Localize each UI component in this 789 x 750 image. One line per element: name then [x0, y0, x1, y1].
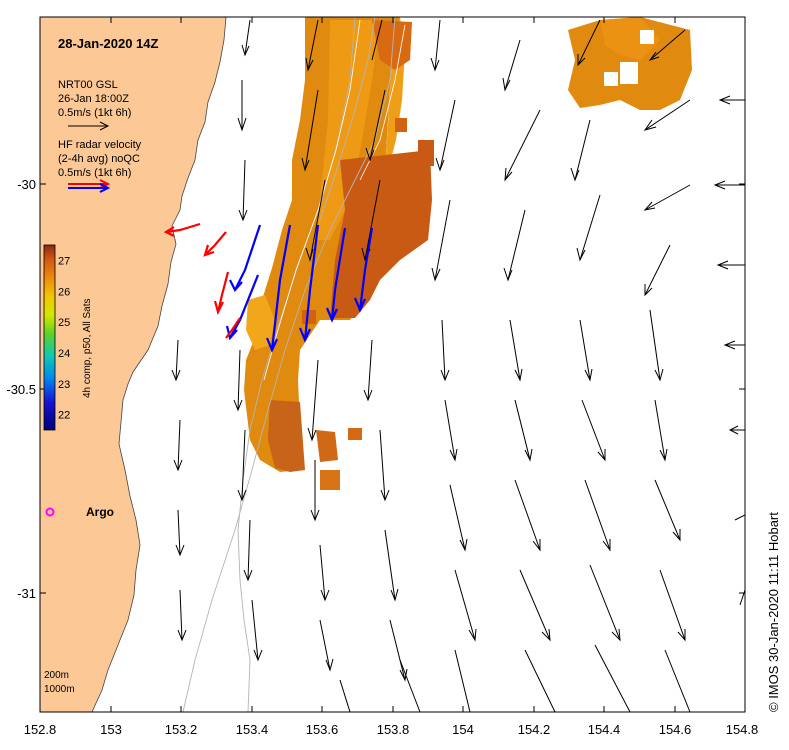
isobath-1000-label: 1000m: [44, 684, 75, 695]
colorbar-tick-label: 24: [58, 348, 70, 360]
colorbar-tick-label: 25: [58, 317, 70, 329]
isobath-200-label: 200m: [44, 670, 69, 681]
x-tick-label: 154: [452, 722, 474, 737]
model-label: NRT00 GSL: [58, 79, 118, 91]
x-tick-label: 154.8: [726, 722, 759, 737]
x-tick-label: 152.8: [24, 722, 57, 737]
model-scale-arrow: [68, 121, 110, 131]
x-tick-label: 153.4: [236, 722, 269, 737]
x-axis-labels: 152.8 153 153.2 153.4 153.6 153.8 154 15…: [24, 722, 759, 737]
y-tick-label: -30.5: [6, 382, 36, 397]
y-tick-label: -31: [17, 586, 36, 601]
coastline-land: [40, 17, 227, 712]
x-tick-label: 153.2: [165, 722, 198, 737]
radar-label: HF radar velocity: [58, 139, 142, 151]
x-tick-label: 154.4: [588, 722, 621, 737]
y-tick-label: -30: [17, 177, 36, 192]
radar-arrows: [163, 222, 374, 353]
colorbar-tick-label: 23: [58, 379, 70, 391]
x-tick-label: 153.6: [306, 722, 339, 737]
model-scale-label: 0.5m/s (1kt 6h): [58, 107, 131, 119]
colorbar-gradient: [43, 244, 56, 431]
radar-scale-label: 0.5m/s (1kt 6h): [58, 167, 131, 179]
isobath-lines: [182, 17, 396, 712]
colorbar-tick-label: 22: [58, 410, 70, 422]
x-tick-label: 153: [100, 722, 122, 737]
colorbar-tick-label: 26: [58, 286, 70, 298]
radar-scale-arrow: [68, 179, 111, 193]
y-axis-labels: -30 -30.5 -31: [6, 177, 36, 601]
colorbar-tick-label: 27: [58, 255, 70, 267]
model-current-arrows: [171, 19, 745, 712]
model-date: 26-Jan 18:00Z: [58, 93, 129, 105]
credit-text: © IMOS 30-Jan-2020 11:11 Hobart: [766, 512, 781, 712]
sst-colorbar: 22 23 24 25 26 27 4h comp, p50, All Sats: [43, 244, 93, 431]
argo-label: Argo: [86, 505, 114, 519]
map-title: 28-Jan-2020 14Z: [58, 36, 159, 51]
radar-averaging: (2-4h avg) noQC: [58, 153, 140, 165]
map-legend: 28-Jan-2020 14Z NRT00 GSL 26-Jan 18:00Z …: [58, 36, 159, 193]
x-tick-label: 153.8: [377, 722, 410, 737]
x-tick-label: 154.2: [518, 722, 551, 737]
x-tick-label: 154.6: [659, 722, 692, 737]
argo-float-marker[interactable]: [45, 507, 55, 517]
colorbar-label: 4h comp, p50, All Sats: [82, 298, 93, 398]
